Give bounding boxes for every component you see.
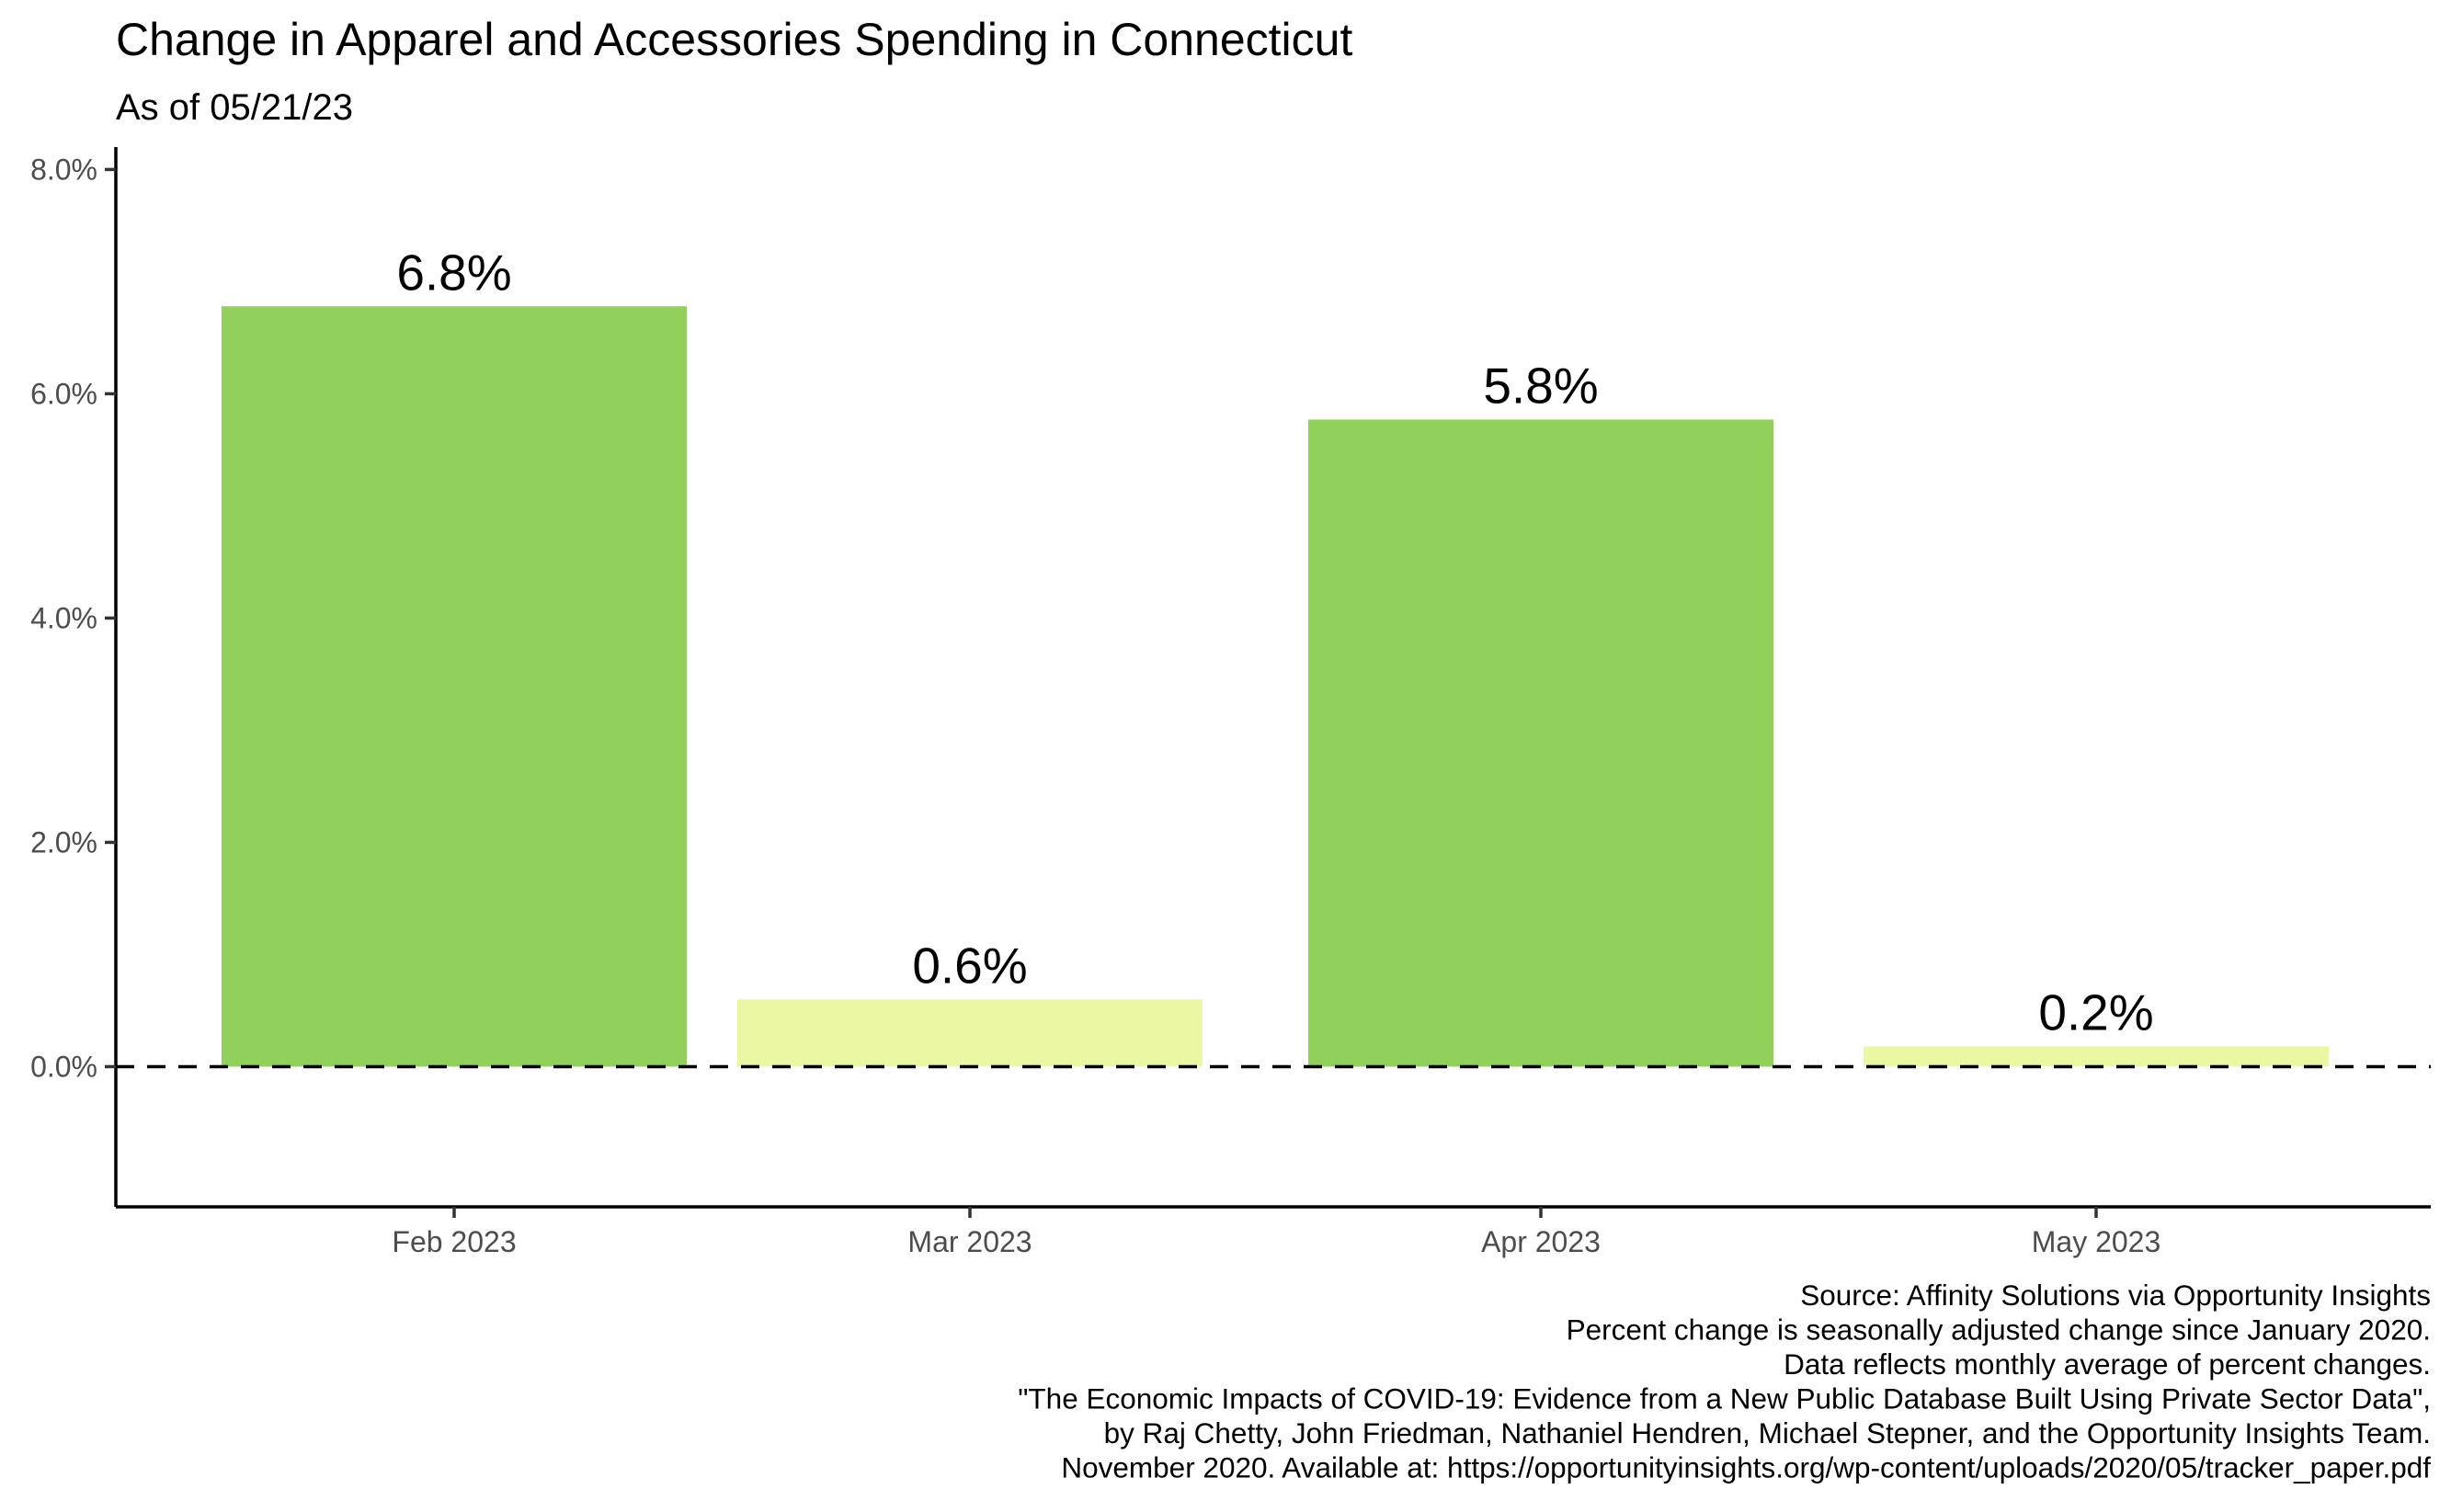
caption-line: Source: Affinity Solutions via Opportuni… — [1800, 1279, 2431, 1312]
caption: Source: Affinity Solutions via Opportuni… — [1018, 1279, 2431, 1484]
y-axis: 0.0% 2.0% 4.0% 6.0% 8.0% — [30, 147, 118, 1207]
bars — [222, 306, 2329, 1067]
bar-mar-2023 — [737, 999, 1203, 1067]
bar-may-2023 — [1864, 1046, 2329, 1067]
x-tick-label: May 2023 — [2032, 1225, 2161, 1258]
chart-subtitle: As of 05/21/23 — [116, 87, 353, 128]
y-tick-label: 2.0% — [30, 825, 97, 858]
bar-labels: 6.8% 0.6% 5.8% 0.2% — [396, 244, 2153, 1040]
bar-value-label: 5.8% — [1483, 357, 1598, 414]
bar-feb-2023 — [222, 306, 687, 1067]
caption-line: November 2020. Available at: https://opp… — [1061, 1451, 2431, 1484]
bar-value-label: 0.2% — [2038, 984, 2153, 1041]
caption-line: Data reflects monthly average of percent… — [1784, 1347, 2431, 1381]
y-tick-label: 0.0% — [30, 1050, 97, 1083]
bar-apr-2023 — [1308, 419, 1773, 1067]
chart-title: Change in Apparel and Accessories Spendi… — [116, 14, 1352, 65]
caption-line: by Raj Chetty, John Friedman, Nathaniel … — [1104, 1416, 2431, 1449]
caption-line: Percent change is seasonally adjusted ch… — [1567, 1313, 2431, 1347]
x-tick-label: Apr 2023 — [1481, 1225, 1601, 1258]
bar-value-label: 6.8% — [396, 244, 511, 301]
caption-line: "The Economic Impacts of COVID-19: Evide… — [1018, 1382, 2431, 1415]
y-tick-label: 6.0% — [30, 377, 97, 410]
y-tick-label: 4.0% — [30, 601, 97, 634]
y-tick-label: 8.0% — [30, 153, 97, 186]
x-tick-label: Mar 2023 — [907, 1225, 1032, 1258]
x-tick-label: Feb 2023 — [392, 1225, 516, 1258]
bar-value-label: 0.6% — [912, 937, 1027, 994]
x-axis: Feb 2023 Mar 2023 Apr 2023 May 2023 — [116, 1205, 2431, 1258]
